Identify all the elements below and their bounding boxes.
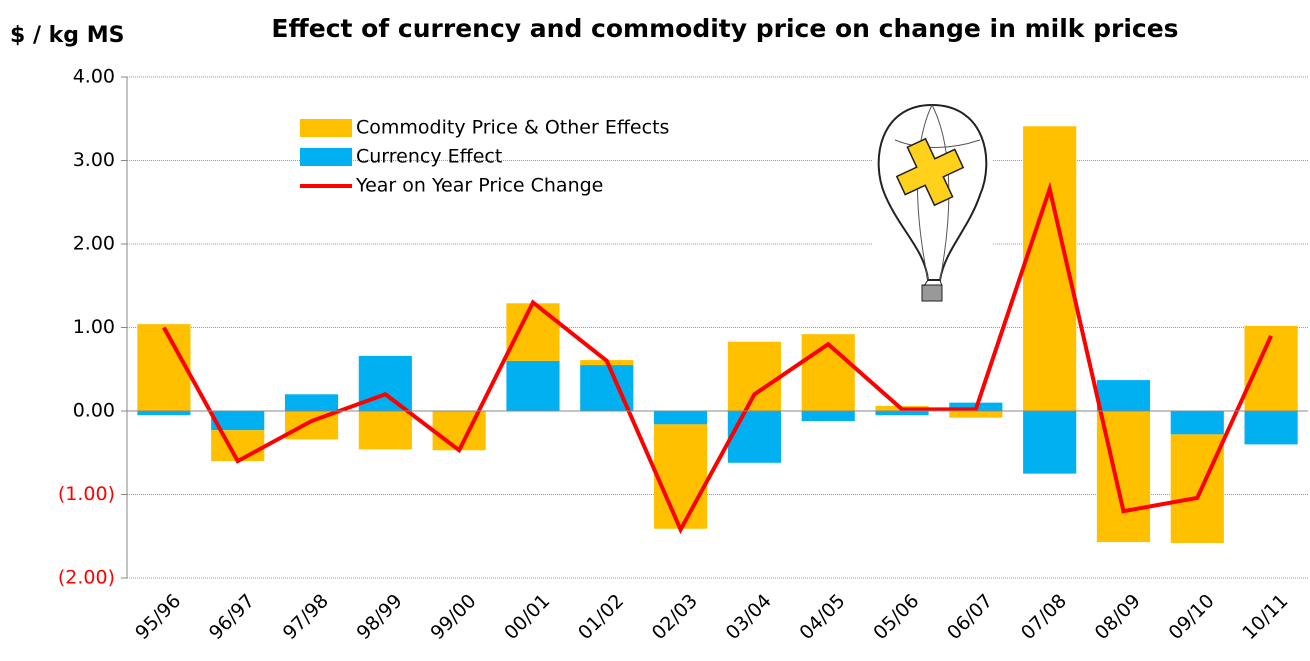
x-tick-label: 03/04 [722,590,776,644]
chart-title: Effect of currency and commodity price o… [271,14,1178,43]
y-tick-label: (2.00) [58,567,115,589]
legend-label: Commodity Price & Other Effects [356,117,669,139]
bar [358,411,412,450]
y-axis-label: $ / kg MS [10,23,124,48]
bar [506,303,560,361]
bar [727,411,781,463]
x-tick-label: 01/02 [574,590,628,644]
y-tick-label: 0.00 [73,400,115,422]
bar [654,411,708,425]
legend: Commodity Price & Other Effects Currency … [300,117,669,197]
bar [949,411,1003,418]
legend-swatch [300,119,352,137]
bar [654,424,708,529]
y-tick-label: (1.00) [58,483,115,505]
x-tick-label: 02/03 [648,590,702,644]
x-tick-label: 04/05 [795,590,849,644]
bar [211,411,265,431]
bar [1096,380,1151,411]
x-tick-label: 98/99 [352,590,406,644]
x-tick-label: 05/06 [869,590,923,644]
legend-swatch [300,148,352,166]
bar [801,411,855,422]
bar [506,360,560,411]
legend-label: Year on Year Price Change [355,175,603,197]
bar [801,334,855,411]
x-tick-label: 09/10 [1164,590,1218,644]
y-tick-label: 2.00 [73,233,115,255]
bar [875,411,929,416]
y-tick-label: 4.00 [73,66,115,88]
bar [727,341,781,411]
bar [137,324,191,411]
bar [211,430,265,462]
lines [162,181,1273,535]
bars [137,126,1298,543]
x-tick-label: 99/00 [426,590,480,644]
y-tick-label: 3.00 [73,149,115,171]
x-tick-label: 06/07 [943,590,997,644]
x-tick-label: 97/98 [279,590,333,644]
x-tick-label: 07/08 [1017,590,1071,644]
bar [1023,411,1077,474]
y-tick-label: 1.00 [73,316,115,338]
bar [1170,411,1224,435]
line [162,181,1273,535]
x-tick-label: 10/11 [1238,590,1292,644]
balloon [872,90,992,315]
x-tick-label: 96/97 [205,590,259,644]
bar [1170,434,1224,543]
legend-label: Currency Effect [356,146,502,168]
bar [284,394,339,411]
x-tick-label: 00/01 [500,590,554,644]
bar [137,411,191,416]
x-tick-label: 08/09 [1091,590,1145,644]
bar [1244,411,1298,445]
x-tick-label: 95/96 [131,590,185,644]
